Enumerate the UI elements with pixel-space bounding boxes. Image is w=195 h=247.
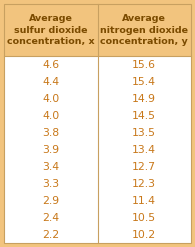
Bar bbox=[4, 56, 191, 243]
Text: 12.3: 12.3 bbox=[132, 179, 156, 188]
Text: 12.7: 12.7 bbox=[132, 162, 156, 171]
Text: 13.4: 13.4 bbox=[132, 144, 156, 155]
Text: 15.4: 15.4 bbox=[132, 77, 156, 86]
Text: 3.4: 3.4 bbox=[42, 162, 59, 171]
Text: 3.8: 3.8 bbox=[42, 127, 59, 138]
Text: 3.9: 3.9 bbox=[42, 144, 59, 155]
Text: 2.4: 2.4 bbox=[42, 212, 59, 223]
Text: Average
nitrogen dioxide
concentration, y: Average nitrogen dioxide concentration, … bbox=[100, 14, 188, 46]
Text: 4.0: 4.0 bbox=[42, 94, 59, 103]
Text: 10.5: 10.5 bbox=[132, 212, 156, 223]
Text: 4.6: 4.6 bbox=[42, 60, 59, 69]
Text: 4.0: 4.0 bbox=[42, 110, 59, 121]
Text: 3.3: 3.3 bbox=[42, 179, 59, 188]
Text: 11.4: 11.4 bbox=[132, 195, 156, 206]
Text: 14.9: 14.9 bbox=[132, 94, 156, 103]
Text: 2.9: 2.9 bbox=[42, 195, 59, 206]
Text: 13.5: 13.5 bbox=[132, 127, 156, 138]
Text: 10.2: 10.2 bbox=[132, 229, 156, 240]
Text: 14.5: 14.5 bbox=[132, 110, 156, 121]
Text: 15.6: 15.6 bbox=[132, 60, 156, 69]
Bar bbox=[4, 4, 191, 56]
Text: Average
sulfur dioxide
concentration, x: Average sulfur dioxide concentration, x bbox=[7, 14, 95, 46]
Text: 4.4: 4.4 bbox=[42, 77, 59, 86]
Text: 2.2: 2.2 bbox=[42, 229, 59, 240]
